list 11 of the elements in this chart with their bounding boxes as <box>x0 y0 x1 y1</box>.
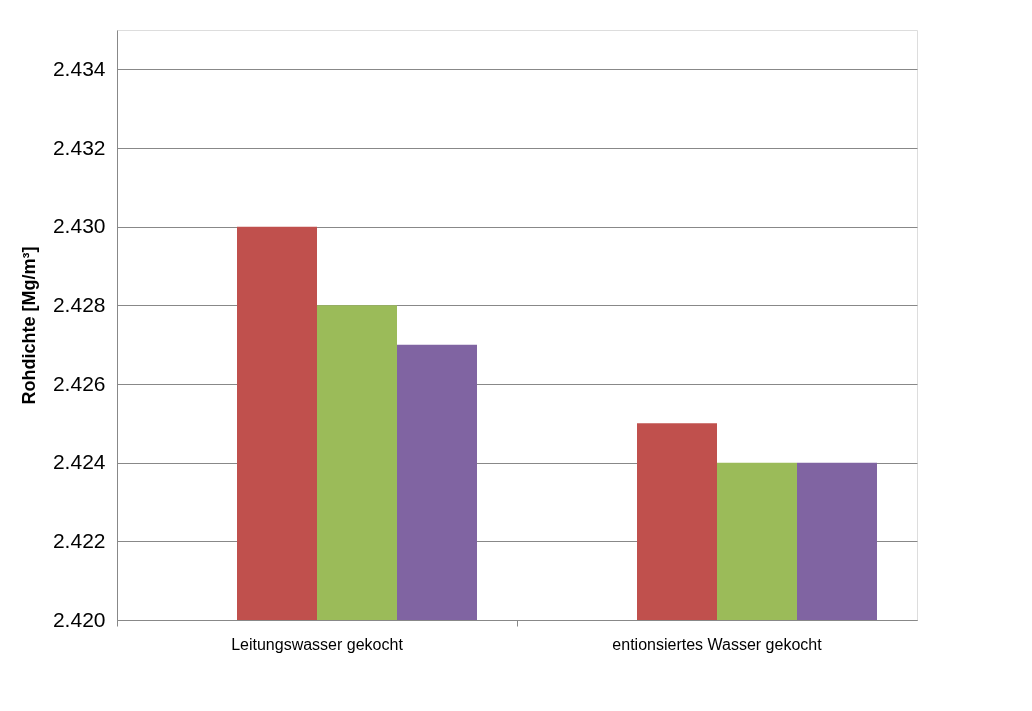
y-tick-label: 2.426 <box>52 371 106 395</box>
y-tick-label: 2.432 <box>52 135 106 159</box>
y-tick-label: 2.424 <box>52 450 106 474</box>
y-tick-label: 2.428 <box>52 292 106 316</box>
y-tick-label: 2.422 <box>52 528 106 552</box>
y-tick-label: 2.430 <box>52 214 106 238</box>
y-tick-label: 2.434 <box>52 56 106 80</box>
x-tick-label: Leitungswasser gekocht <box>231 635 404 653</box>
x-tick-label: entionsiertes Wasser gekocht <box>612 635 823 653</box>
y-tick-label: 2.420 <box>52 607 106 631</box>
y-axis-title: Rohdichte [Mg/m³] <box>18 246 39 405</box>
